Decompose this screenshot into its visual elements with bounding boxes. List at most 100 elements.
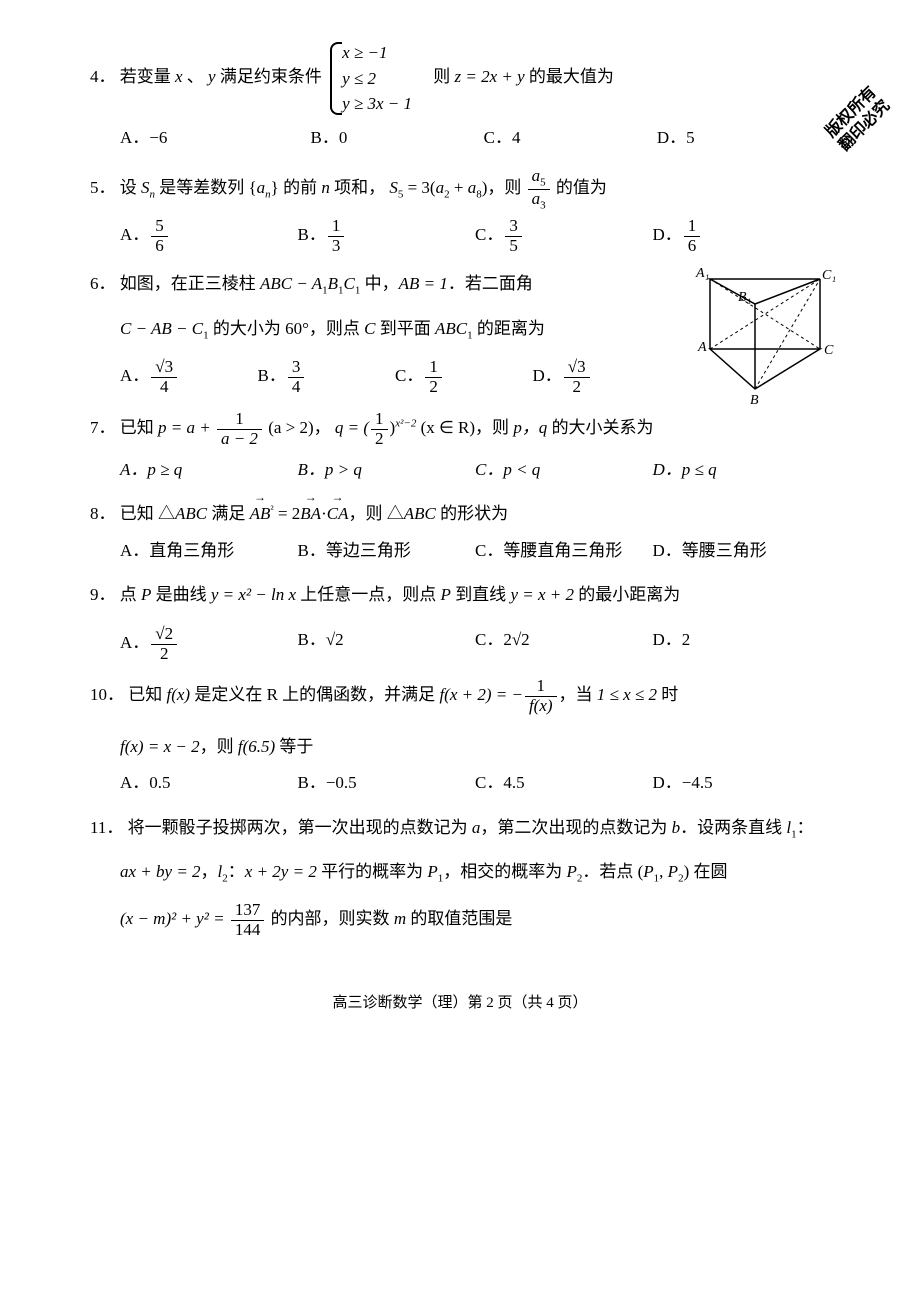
q11-line3: (x − m)² + y² = 137144 的内部，则实数 m 的取值范围是 bbox=[120, 901, 830, 939]
q8-ca: CA bbox=[327, 504, 349, 523]
q10-l2a: f(x) = x − 2 bbox=[120, 737, 200, 756]
q6-cd: 2 bbox=[425, 378, 442, 397]
q11-l3a: (x − m)² + y² = bbox=[120, 909, 229, 928]
q6-prism: ABC − A bbox=[260, 274, 322, 293]
q4-var-y: y bbox=[208, 67, 216, 86]
q10-f65: f(6.5) bbox=[238, 737, 275, 756]
q11-m: m bbox=[394, 909, 406, 928]
q8-ba: BA bbox=[300, 504, 321, 523]
q8-opt-d: D．等腰三角形 bbox=[653, 536, 831, 567]
q6-lc: C． bbox=[395, 366, 423, 385]
q10-fx2: f(x + 2) = − bbox=[439, 685, 523, 704]
q4-var-x: x bbox=[175, 67, 183, 86]
q4-sys2: y ≤ 2 bbox=[342, 69, 376, 88]
q5-an5: 5 bbox=[151, 217, 168, 237]
q4-text-a: 若变量 bbox=[120, 67, 175, 86]
q5-frac-num: a bbox=[532, 166, 541, 185]
q11-tc: ．设两条直线 bbox=[680, 818, 786, 837]
q10-opt-b: B．−0.5 bbox=[298, 768, 476, 799]
q4-text-d: 的最大值为 bbox=[529, 67, 614, 86]
q8-tc: ，则 △ bbox=[348, 504, 403, 523]
q6-s1c: 1 bbox=[355, 285, 361, 297]
q5-lc: C． bbox=[475, 225, 503, 244]
q9-p: P bbox=[141, 585, 151, 604]
q9-la: A． bbox=[120, 633, 149, 652]
q9-td: 到直线 bbox=[451, 585, 511, 604]
q9-te: 的最小距离为 bbox=[574, 585, 680, 604]
q6-line2: C − AB − C1 的大小为 60°，则点 C 到平面 ABC1 的距离为 bbox=[120, 314, 670, 346]
q9-opt-b: B．√2 bbox=[298, 625, 476, 663]
q6-opt-a: A．√34 bbox=[120, 358, 258, 396]
q6-num: 6． bbox=[90, 274, 116, 293]
q6-ptc: C bbox=[364, 319, 375, 338]
question-11: 11． 将一颗骰子投掷两次，第一次出现的点数记为 a，第二次出现的点数记为 b．… bbox=[90, 813, 830, 940]
q4-opt-d: D．5 bbox=[657, 123, 830, 154]
q11-colon: ： bbox=[797, 818, 814, 837]
q9-tc: 上任意一点，则点 bbox=[296, 585, 441, 604]
q5-te: 的值为 bbox=[556, 178, 607, 197]
q6-c1: C bbox=[344, 274, 355, 293]
q5-ld: D． bbox=[653, 225, 682, 244]
q4-opt-c: C．4 bbox=[484, 123, 657, 154]
q5-an: a bbox=[257, 178, 266, 197]
q6-l2d: 的距离为 bbox=[473, 319, 545, 338]
q10-ta: 已知 bbox=[128, 685, 166, 704]
q9-ob: √2 bbox=[326, 630, 344, 649]
q5-ad: 6 bbox=[151, 237, 168, 256]
q4-sys3: y ≥ 3x − 1 bbox=[342, 94, 412, 113]
q9-curve: y = x² − ln x bbox=[211, 585, 296, 604]
q4-constraint-system: x ≥ −1 y ≤ 2 y ≥ 3x − 1 bbox=[326, 40, 412, 117]
q11-t2c: 平行的概率为 bbox=[317, 862, 428, 881]
q10-fd: f(x) bbox=[529, 696, 553, 715]
q5-S: S bbox=[389, 178, 398, 197]
q5-opt-b: B．13 bbox=[298, 217, 476, 255]
q5-eqend: )，则 bbox=[482, 178, 522, 197]
q4-expr: z = 2x + y bbox=[455, 67, 525, 86]
q4-text-b: 满足约束条件 bbox=[220, 67, 322, 86]
q11-fd: 144 bbox=[231, 921, 265, 940]
q7-pq: p，q bbox=[513, 418, 547, 437]
q5-eqmid: = 3( bbox=[403, 178, 435, 197]
q4-options: A．−6 B．0 C．4 D．5 bbox=[120, 123, 830, 154]
q11-ta: 将一颗骰子投掷两次，第一次出现的点数记为 bbox=[128, 818, 472, 837]
q11-t2f: 在圆 bbox=[689, 862, 727, 881]
q11-l3b: 的内部，则实数 bbox=[266, 909, 394, 928]
q4-num: 4． bbox=[90, 67, 116, 86]
q8-abc: ABC bbox=[175, 504, 207, 523]
q7-fd: a − 2 bbox=[221, 429, 258, 448]
q9-options: A．√22 B．√2 C．2√2 D．2 bbox=[120, 625, 830, 663]
diagram-label-c: C bbox=[824, 343, 834, 358]
q5-cd: 5 bbox=[505, 237, 522, 256]
q6-la: A． bbox=[120, 366, 149, 385]
q9-num: 9． bbox=[90, 585, 116, 604]
q11-l3c: 的取值范围是 bbox=[406, 909, 512, 928]
q9-lb: B． bbox=[298, 630, 326, 649]
q7-od: D．p ≤ q bbox=[653, 460, 717, 479]
q6-an: √3 bbox=[151, 358, 177, 378]
q11-t2d: ，相交的概率为 bbox=[443, 862, 566, 881]
q6-opt-b: B．34 bbox=[258, 358, 396, 396]
diagram-label-a: A bbox=[697, 340, 707, 355]
q7-opt-a: A．p ≥ q bbox=[120, 455, 298, 486]
q5-frac-den: a bbox=[532, 189, 541, 208]
q11-comma: , bbox=[659, 862, 668, 881]
q6-ad: 4 bbox=[151, 378, 177, 397]
q9-oc: 2√2 bbox=[503, 630, 529, 649]
q10-range: 1 ≤ x ≤ 2 bbox=[597, 685, 657, 704]
diagram-label-a1: A₁ bbox=[695, 266, 709, 281]
q5-frac-num-s: 5 bbox=[540, 176, 546, 188]
q5-bd: 3 bbox=[328, 237, 345, 256]
q6-tc: ．若二面角 bbox=[448, 274, 533, 293]
q4-sys1: x ≥ −1 bbox=[342, 43, 387, 62]
q10-tc: ，当 bbox=[559, 685, 597, 704]
q11-p2: P bbox=[566, 862, 576, 881]
q6-plane: ABC bbox=[435, 319, 467, 338]
q7-num: 7． bbox=[90, 418, 116, 437]
q5-opt-a: A．56 bbox=[120, 217, 298, 255]
q7-fn: 1 bbox=[217, 410, 262, 430]
q5-dn: 1 bbox=[684, 217, 701, 237]
q5-frac-den-s: 3 bbox=[540, 199, 546, 211]
q10-num: 10． bbox=[90, 685, 124, 704]
question-7: 7． 已知 p = a + 1a − 2 (a > 2)， q = (12)x²… bbox=[90, 410, 830, 485]
q6-dd: 2 bbox=[564, 378, 590, 397]
